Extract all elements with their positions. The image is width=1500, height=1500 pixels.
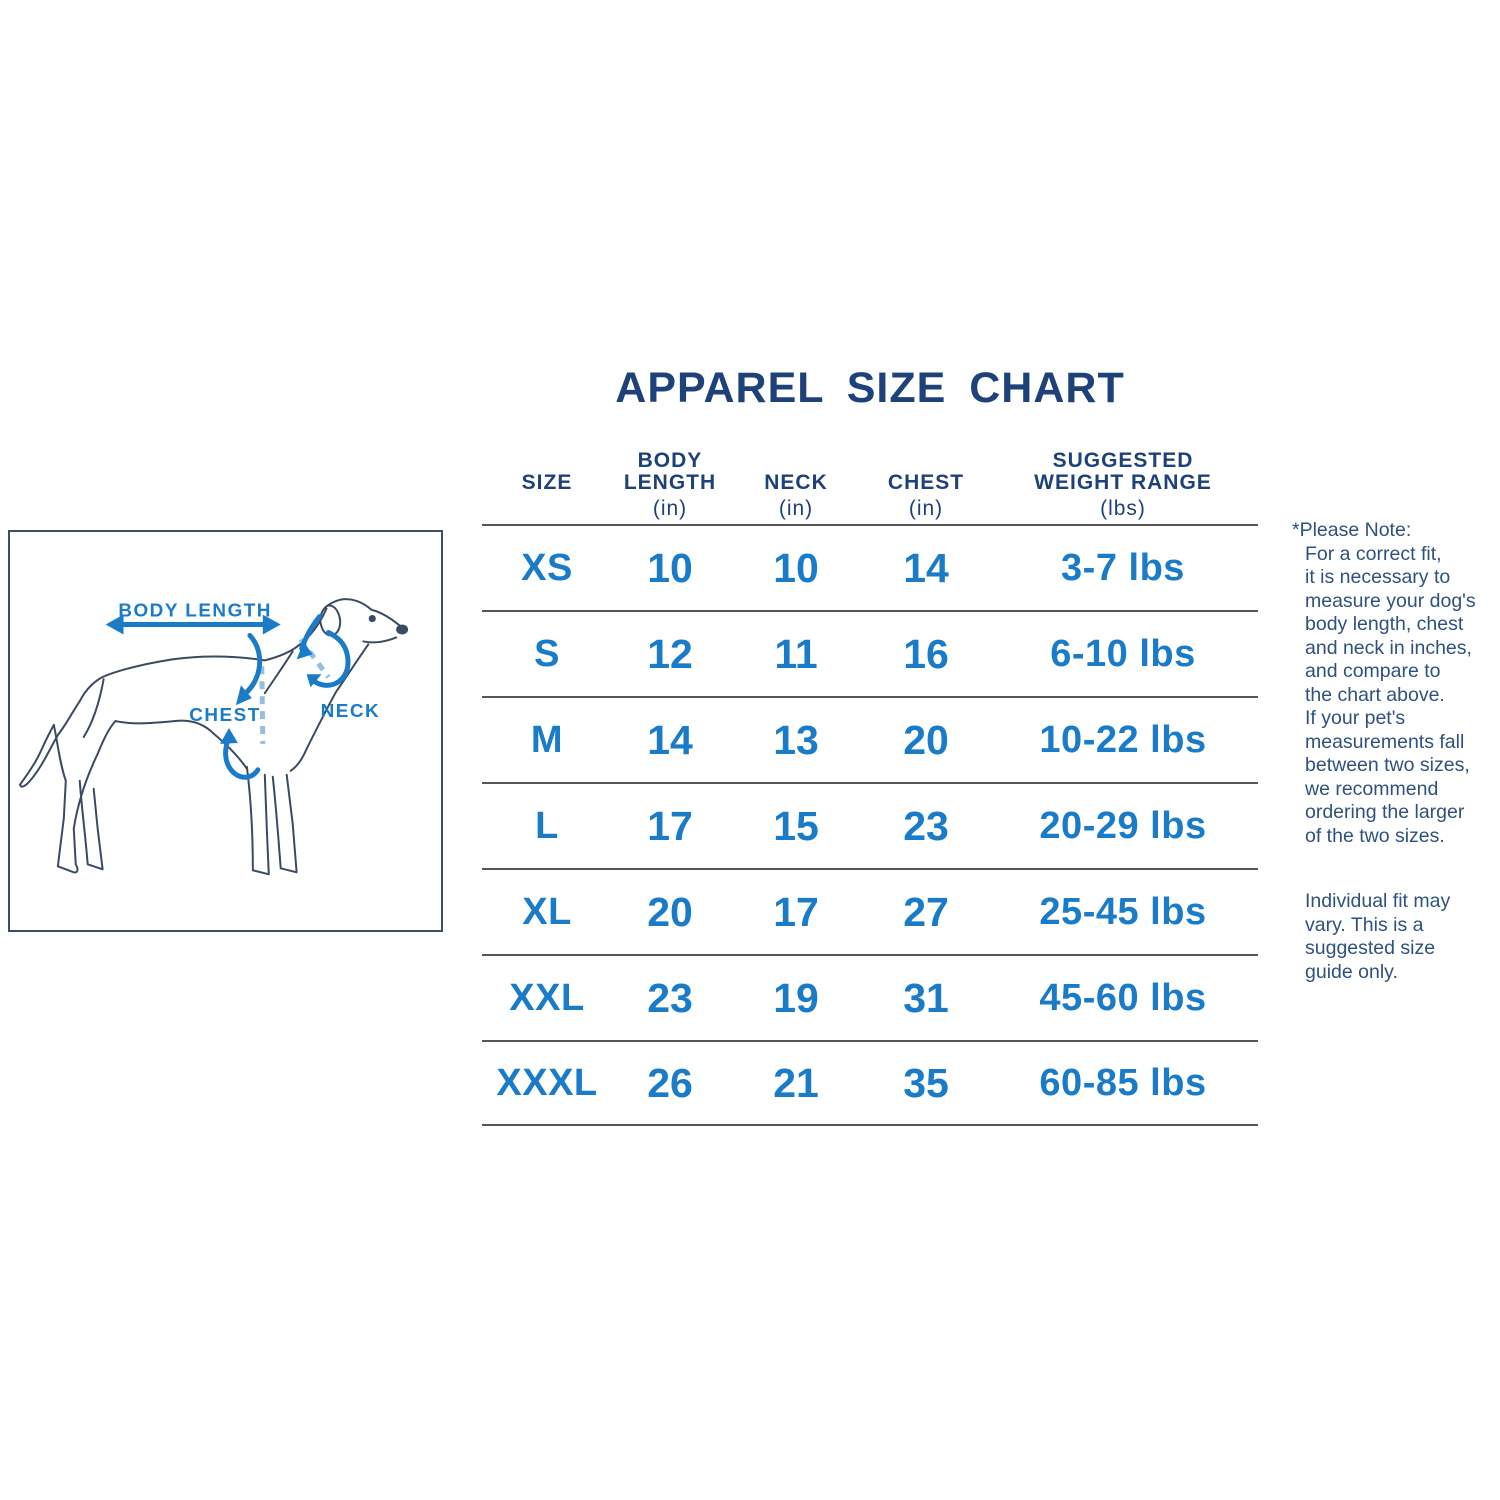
size-row-xxxl: XXXL 26 21 35 60-85 lbs: [482, 1040, 1258, 1126]
chest-dashed-line: [259, 666, 266, 744]
weight-cell: 25-45 lbs: [1039, 890, 1207, 933]
diagram-labels: BODY LENGTH CHEST NECK: [118, 601, 380, 726]
chest-cell: 16: [903, 630, 949, 677]
body-length-label: BODY LENGTH: [118, 601, 272, 622]
page-title: APPAREL SIZE CHART: [615, 364, 1125, 412]
chest-cell: 27: [903, 888, 949, 935]
header-neck-sub: (in): [778, 497, 814, 520]
size-cell: XXXL: [496, 1061, 598, 1104]
chest-arrowhead-up: [220, 728, 238, 744]
size-row-xl: XL 20 17 27 25-45 lbs: [482, 868, 1258, 954]
neck-arrowhead-lower: [306, 674, 322, 688]
header-body-length-label: BODY LENGTH: [623, 449, 717, 495]
header-neck: NECK (in): [728, 442, 864, 524]
dog-measurement-diagram: BODY LENGTH CHEST NECK: [8, 530, 443, 932]
header-chest: CHEST (in): [864, 442, 988, 524]
dog-outline: [19, 598, 409, 876]
body-length-arrowhead-left: [105, 614, 124, 635]
chest-lower-arc: [223, 734, 261, 780]
neck-cell: 11: [774, 630, 818, 677]
body-length-cell: 12: [647, 630, 693, 677]
weight-cell: 6-10 lbs: [1050, 632, 1196, 675]
size-row-l: L 17 15 23 20-29 lbs: [482, 782, 1258, 868]
please-note-text: *Please Note: For a correct fit, it is n…: [1292, 519, 1476, 847]
size-cell: XL: [522, 890, 572, 933]
header-chest-sub: (in): [908, 497, 944, 520]
neck-cell: 17: [773, 888, 819, 935]
size-row-xs: XS 10 10 14 3-7 lbs: [482, 524, 1258, 610]
size-row-m: M 14 13 20 10-22 lbs: [482, 696, 1258, 782]
dog-diagram-svg: BODY LENGTH CHEST NECK: [19, 598, 409, 876]
header-neck-label: NECK: [764, 471, 828, 495]
neck-cell: 15: [773, 802, 819, 849]
size-table: SIZE BODY LENGTH (in) NECK (in) CHEST (i…: [482, 442, 1258, 1126]
chest-cell: 23: [903, 802, 949, 849]
measurement-arrows: [111, 614, 351, 780]
dashed-guides: [259, 637, 331, 744]
header-body-length-sub: (in): [652, 497, 688, 520]
chest-upper-arc: [241, 632, 263, 698]
header-weight: SUGGESTED WEIGHT RANGE (lbs): [988, 442, 1258, 524]
size-row-xxl: XXL 23 19 31 45-60 lbs: [482, 954, 1258, 1040]
body-length-arrowhead-right: [262, 614, 281, 635]
weight-cell: 3-7 lbs: [1061, 546, 1185, 589]
header-weight-label: SUGGESTED WEIGHT RANGE: [1034, 449, 1212, 495]
header-size: SIZE: [482, 442, 612, 524]
body-length-cell: 23: [647, 974, 693, 1021]
neck-cell: 10: [773, 544, 819, 591]
neck-lower-arc: [308, 630, 351, 688]
chest-label: CHEST: [189, 705, 261, 726]
neck-cell: 19: [773, 974, 819, 1021]
body-length-cell: 10: [647, 544, 693, 591]
neck-cell: 21: [773, 1059, 819, 1106]
size-cell: XXL: [509, 976, 585, 1019]
individual-fit-text: Individual fit may vary. This is a sugge…: [1305, 890, 1451, 983]
size-cell: XS: [521, 546, 573, 589]
weight-cell: 10-22 lbs: [1039, 718, 1207, 761]
table-header-row: SIZE BODY LENGTH (in) NECK (in) CHEST (i…: [482, 442, 1258, 524]
header-weight-sub: (lbs): [1100, 497, 1146, 520]
body-length-cell: 14: [647, 716, 693, 763]
body-length-cell: 26: [647, 1059, 693, 1106]
size-cell: L: [535, 804, 559, 847]
weight-cell: 45-60 lbs: [1039, 976, 1207, 1019]
body-length-cell: 20: [647, 888, 693, 935]
chest-cell: 31: [903, 974, 949, 1021]
arrowheads: [105, 614, 322, 744]
neck-cell: 13: [773, 716, 819, 763]
chest-cell: 35: [903, 1059, 949, 1106]
weight-cell: 20-29 lbs: [1039, 804, 1207, 847]
dog-nose: [396, 624, 409, 635]
body-length-cell: 17: [647, 802, 693, 849]
header-chest-label: CHEST: [887, 471, 965, 495]
weight-cell: 60-85 lbs: [1039, 1061, 1207, 1104]
size-cell: S: [534, 632, 560, 675]
header-size-label: SIZE: [521, 471, 573, 495]
header-body-length: BODY LENGTH (in): [612, 442, 728, 524]
chest-arrowhead-down: [235, 685, 252, 706]
size-row-s: S 12 11 16 6-10 lbs: [482, 610, 1258, 696]
fit-note: *Please Note: For a correct fit, it is n…: [1292, 519, 1500, 984]
chest-cell: 14: [903, 544, 949, 591]
neck-label: NECK: [321, 701, 380, 722]
size-cell: M: [530, 718, 564, 761]
chest-cell: 20: [903, 716, 949, 763]
dog-eye: [368, 614, 376, 623]
neck-arrowhead-upper: [296, 641, 313, 660]
